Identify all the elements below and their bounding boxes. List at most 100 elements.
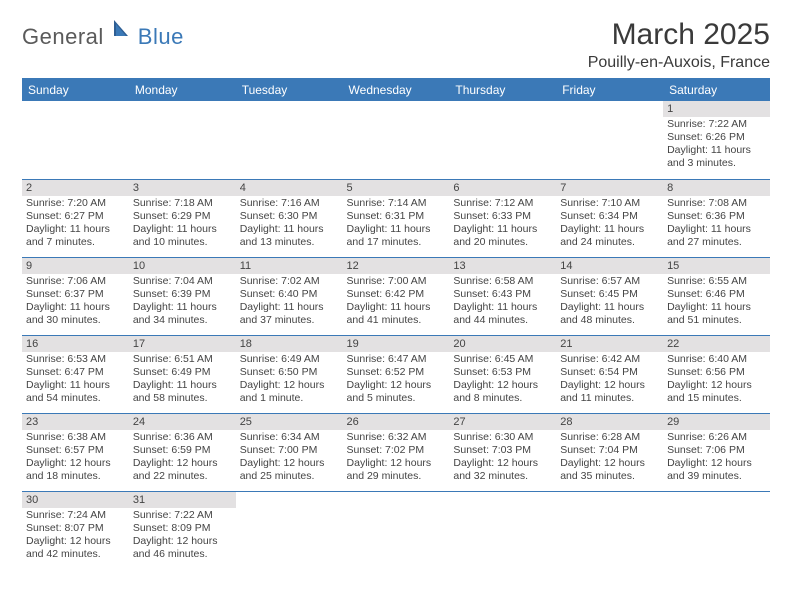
day-number: 21 xyxy=(556,336,663,352)
day-number: 5 xyxy=(343,180,450,196)
logo-word2: Blue xyxy=(138,24,184,50)
day-details: Sunrise: 7:24 AMSunset: 8:07 PMDaylight:… xyxy=(22,508,129,564)
calendar-cell: 9Sunrise: 7:06 AMSunset: 6:37 PMDaylight… xyxy=(22,257,129,335)
sunrise-text: Sunrise: 6:42 AM xyxy=(560,353,659,366)
daylight-text: and 27 minutes. xyxy=(667,236,766,249)
daylight-text: Daylight: 12 hours xyxy=(667,379,766,392)
sunrise-text: Sunrise: 6:49 AM xyxy=(240,353,339,366)
daylight-text: and 54 minutes. xyxy=(26,392,125,405)
sunrise-text: Sunrise: 6:47 AM xyxy=(347,353,446,366)
calendar-cell: 13Sunrise: 6:58 AMSunset: 6:43 PMDayligh… xyxy=(449,257,556,335)
day-details: Sunrise: 7:20 AMSunset: 6:27 PMDaylight:… xyxy=(22,196,129,252)
sunrise-text: Sunrise: 7:06 AM xyxy=(26,275,125,288)
sunset-text: Sunset: 6:39 PM xyxy=(133,288,232,301)
day-details: Sunrise: 6:30 AMSunset: 7:03 PMDaylight:… xyxy=(449,430,556,486)
logo-sail-icon xyxy=(110,18,136,38)
calendar-cell: 14Sunrise: 6:57 AMSunset: 6:45 PMDayligh… xyxy=(556,257,663,335)
daylight-text: and 25 minutes. xyxy=(240,470,339,483)
day-number: 30 xyxy=(22,492,129,508)
daylight-text: Daylight: 11 hours xyxy=(26,301,125,314)
sunrise-text: Sunrise: 7:20 AM xyxy=(26,197,125,210)
sunrise-text: Sunrise: 6:26 AM xyxy=(667,431,766,444)
daylight-text: Daylight: 11 hours xyxy=(347,223,446,236)
day-number: 15 xyxy=(663,258,770,274)
sunrise-text: Sunrise: 6:38 AM xyxy=(26,431,125,444)
calendar-cell: 10Sunrise: 7:04 AMSunset: 6:39 PMDayligh… xyxy=(129,257,236,335)
daylight-text: Daylight: 11 hours xyxy=(347,301,446,314)
sunset-text: Sunset: 7:02 PM xyxy=(347,444,446,457)
calendar-cell: 1Sunrise: 7:22 AMSunset: 6:26 PMDaylight… xyxy=(663,101,770,179)
daylight-text: Daylight: 11 hours xyxy=(240,301,339,314)
day-number: 2 xyxy=(22,180,129,196)
day-number: 6 xyxy=(449,180,556,196)
calendar-cell: 5Sunrise: 7:14 AMSunset: 6:31 PMDaylight… xyxy=(343,179,450,257)
day-details: Sunrise: 6:57 AMSunset: 6:45 PMDaylight:… xyxy=(556,274,663,330)
day-number: 19 xyxy=(343,336,450,352)
calendar-cell xyxy=(343,491,450,569)
logo-word1: General xyxy=(22,24,104,50)
sunrise-text: Sunrise: 7:16 AM xyxy=(240,197,339,210)
sunrise-text: Sunrise: 6:53 AM xyxy=(26,353,125,366)
daylight-text: and 15 minutes. xyxy=(667,392,766,405)
daylight-text: Daylight: 11 hours xyxy=(560,301,659,314)
day-number: 18 xyxy=(236,336,343,352)
day-number: 7 xyxy=(556,180,663,196)
day-details: Sunrise: 6:53 AMSunset: 6:47 PMDaylight:… xyxy=(22,352,129,408)
sunrise-text: Sunrise: 7:22 AM xyxy=(667,118,766,131)
daylight-text: Daylight: 12 hours xyxy=(667,457,766,470)
calendar-cell xyxy=(236,101,343,179)
daylight-text: Daylight: 12 hours xyxy=(26,535,125,548)
title-block: March 2025 Pouilly-en-Auxois, France xyxy=(588,18,770,72)
day-details: Sunrise: 6:28 AMSunset: 7:04 PMDaylight:… xyxy=(556,430,663,486)
sunrise-text: Sunrise: 7:02 AM xyxy=(240,275,339,288)
daylight-text: Daylight: 11 hours xyxy=(26,379,125,392)
daylight-text: Daylight: 11 hours xyxy=(453,223,552,236)
calendar-cell: 24Sunrise: 6:36 AMSunset: 6:59 PMDayligh… xyxy=(129,413,236,491)
daylight-text: and 32 minutes. xyxy=(453,470,552,483)
day-number: 17 xyxy=(129,336,236,352)
sunset-text: Sunset: 6:36 PM xyxy=(667,210,766,223)
sunrise-text: Sunrise: 6:36 AM xyxy=(133,431,232,444)
sunrise-text: Sunrise: 7:24 AM xyxy=(26,509,125,522)
daylight-text: and 22 minutes. xyxy=(133,470,232,483)
daylight-text: and 42 minutes. xyxy=(26,548,125,561)
sunset-text: Sunset: 6:56 PM xyxy=(667,366,766,379)
col-header: Tuesday xyxy=(236,79,343,101)
daylight-text: Daylight: 11 hours xyxy=(26,223,125,236)
daylight-text: and 18 minutes. xyxy=(26,470,125,483)
calendar-cell xyxy=(129,101,236,179)
sunrise-text: Sunrise: 6:58 AM xyxy=(453,275,552,288)
daylight-text: and 44 minutes. xyxy=(453,314,552,327)
sunrise-text: Sunrise: 6:30 AM xyxy=(453,431,552,444)
daylight-text: Daylight: 12 hours xyxy=(560,379,659,392)
sunrise-text: Sunrise: 6:34 AM xyxy=(240,431,339,444)
daylight-text: and 3 minutes. xyxy=(667,157,766,170)
sunrise-text: Sunrise: 7:08 AM xyxy=(667,197,766,210)
calendar-row: 23Sunrise: 6:38 AMSunset: 6:57 PMDayligh… xyxy=(22,413,770,491)
calendar-cell xyxy=(343,101,450,179)
sunset-text: Sunset: 7:04 PM xyxy=(560,444,659,457)
sunset-text: Sunset: 6:33 PM xyxy=(453,210,552,223)
day-details: Sunrise: 7:18 AMSunset: 6:29 PMDaylight:… xyxy=(129,196,236,252)
calendar-cell: 27Sunrise: 6:30 AMSunset: 7:03 PMDayligh… xyxy=(449,413,556,491)
day-details: Sunrise: 7:12 AMSunset: 6:33 PMDaylight:… xyxy=(449,196,556,252)
daylight-text: and 30 minutes. xyxy=(26,314,125,327)
sunset-text: Sunset: 6:54 PM xyxy=(560,366,659,379)
daylight-text: Daylight: 12 hours xyxy=(347,457,446,470)
day-number: 25 xyxy=(236,414,343,430)
sunrise-text: Sunrise: 6:51 AM xyxy=(133,353,232,366)
calendar-cell: 11Sunrise: 7:02 AMSunset: 6:40 PMDayligh… xyxy=(236,257,343,335)
calendar-cell: 19Sunrise: 6:47 AMSunset: 6:52 PMDayligh… xyxy=(343,335,450,413)
sunset-text: Sunset: 6:31 PM xyxy=(347,210,446,223)
daylight-text: Daylight: 12 hours xyxy=(133,457,232,470)
calendar-cell: 22Sunrise: 6:40 AMSunset: 6:56 PMDayligh… xyxy=(663,335,770,413)
day-number: 4 xyxy=(236,180,343,196)
daylight-text: and 1 minute. xyxy=(240,392,339,405)
daylight-text: and 20 minutes. xyxy=(453,236,552,249)
calendar-cell: 7Sunrise: 7:10 AMSunset: 6:34 PMDaylight… xyxy=(556,179,663,257)
calendar-row: 1Sunrise: 7:22 AMSunset: 6:26 PMDaylight… xyxy=(22,101,770,179)
day-details: Sunrise: 6:58 AMSunset: 6:43 PMDaylight:… xyxy=(449,274,556,330)
daylight-text: Daylight: 12 hours xyxy=(560,457,659,470)
calendar-cell: 15Sunrise: 6:55 AMSunset: 6:46 PMDayligh… xyxy=(663,257,770,335)
day-details: Sunrise: 6:55 AMSunset: 6:46 PMDaylight:… xyxy=(663,274,770,330)
